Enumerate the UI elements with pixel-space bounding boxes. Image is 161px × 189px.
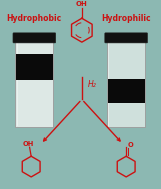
FancyBboxPatch shape <box>13 33 56 43</box>
Text: OH: OH <box>76 1 88 7</box>
Bar <box>15 41 53 127</box>
Text: O: O <box>128 142 134 148</box>
Bar <box>107 41 145 127</box>
Text: Hydrophilic: Hydrophilic <box>101 14 151 23</box>
Text: H₂: H₂ <box>87 80 96 89</box>
Bar <box>16 54 53 80</box>
Bar <box>108 79 145 103</box>
Text: OH: OH <box>22 141 34 146</box>
Text: Hydrophobic: Hydrophobic <box>7 14 62 23</box>
FancyBboxPatch shape <box>105 33 147 43</box>
